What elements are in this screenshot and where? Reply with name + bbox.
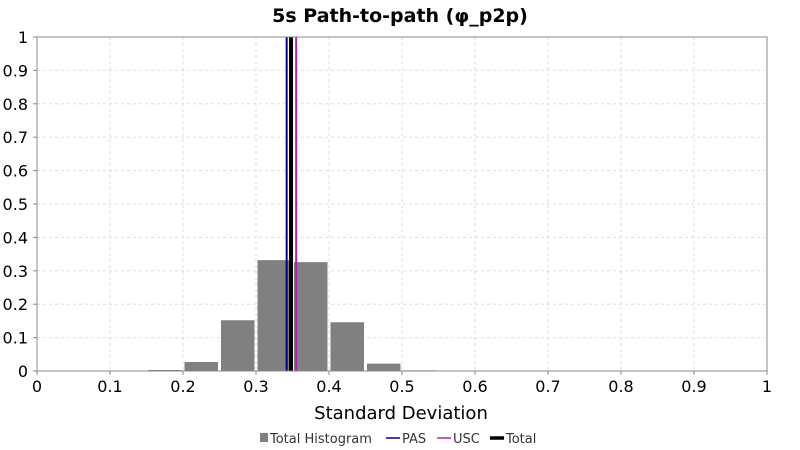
x-tick-label: 0.9 <box>681 377 706 396</box>
x-tick-label: 0.5 <box>389 377 414 396</box>
histogram-bar <box>184 361 218 371</box>
x-tick-label: 0.4 <box>316 377 341 396</box>
histogram-bar <box>148 369 182 371</box>
x-axis-label: Standard Deviation <box>314 403 488 424</box>
y-tick-label: 1 <box>18 28 28 47</box>
x-tick-label: 0.3 <box>243 377 268 396</box>
y-tick-label: 0.1 <box>3 329 28 348</box>
y-tick-label: 0.9 <box>3 61 28 80</box>
legend: Total Histogram PAS USC Total <box>260 432 536 447</box>
x-tick-label: 0.2 <box>170 377 195 396</box>
x-tick-label: 0.7 <box>535 377 560 396</box>
chart-title: 5s Path-to-path (φ_p2p) <box>272 5 528 27</box>
histogram-bar <box>221 320 255 371</box>
legend-label-total-histogram: Total Histogram <box>269 432 372 447</box>
line-layer <box>285 37 298 371</box>
y-tick-label: 0.8 <box>3 95 28 114</box>
histogram-bar <box>367 363 401 371</box>
y-tick-label: 0.3 <box>3 262 28 281</box>
legend-label-pas: PAS <box>402 432 426 447</box>
grid-layer <box>36 36 768 372</box>
y-tick-label: 0.4 <box>3 228 28 247</box>
y-tick-label: 0.5 <box>3 195 28 214</box>
y-tick-label: 0.7 <box>3 128 28 147</box>
legend-label-usc: USC <box>453 432 480 447</box>
legend-label-total: Total <box>505 432 536 447</box>
y-tick-label: 0.6 <box>3 162 28 181</box>
histogram-bar <box>257 260 291 371</box>
y-tick-label: 0.2 <box>3 295 28 314</box>
histogram-bar <box>294 262 328 371</box>
histogram-bar <box>330 322 364 371</box>
x-tick-label: 0 <box>32 377 42 396</box>
x-tick-label: 0.8 <box>608 377 633 396</box>
x-tick-label: 0.6 <box>462 377 487 396</box>
bar-layer <box>148 260 437 371</box>
x-tick-label: 1 <box>762 377 772 396</box>
y-tick-label: 0 <box>18 362 28 381</box>
axis-layer: 0 0.1 0.2 0.3 0.4 0.5 0.6 0.7 0.8 0.9 1 0 0.1 0.2 0.3 0… <box>3 28 773 396</box>
x-tick-label: 0.1 <box>97 377 122 396</box>
legend-swatch-total-histogram <box>260 433 268 442</box>
